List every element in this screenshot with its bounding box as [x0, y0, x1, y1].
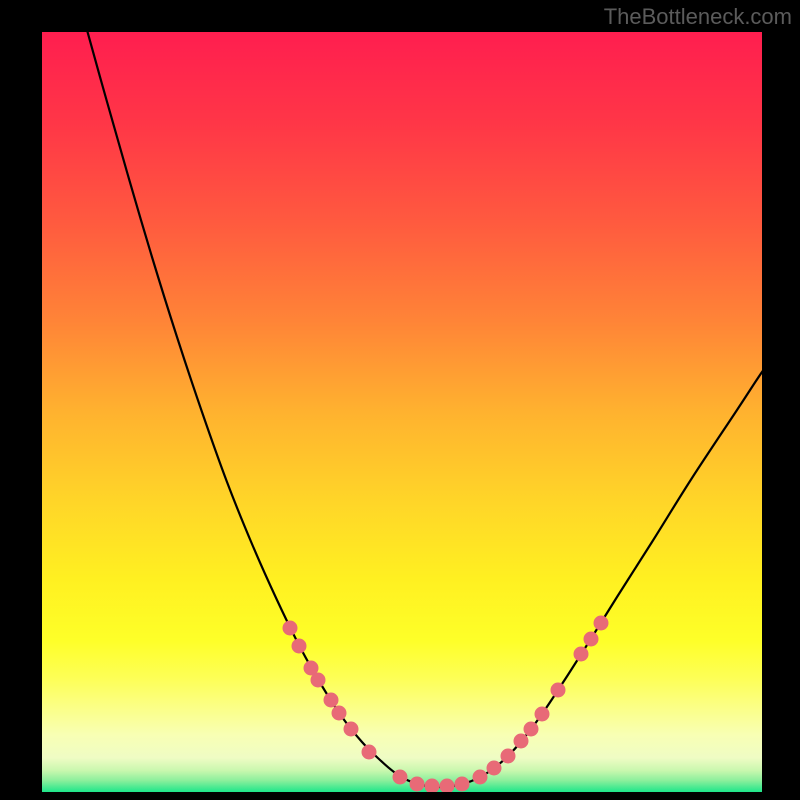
data-marker[interactable]	[292, 639, 306, 653]
data-marker[interactable]	[410, 777, 424, 791]
data-marker[interactable]	[551, 683, 565, 697]
data-marker[interactable]	[362, 745, 376, 759]
data-marker[interactable]	[535, 707, 549, 721]
data-marker[interactable]	[324, 693, 338, 707]
data-marker[interactable]	[344, 722, 358, 736]
data-marker[interactable]	[487, 761, 501, 775]
data-marker[interactable]	[501, 749, 515, 763]
gradient-background	[42, 32, 762, 792]
data-marker[interactable]	[514, 734, 528, 748]
data-marker[interactable]	[574, 647, 588, 661]
data-marker[interactable]	[311, 673, 325, 687]
data-marker[interactable]	[332, 706, 346, 720]
data-marker[interactable]	[440, 779, 454, 792]
data-marker[interactable]	[594, 616, 608, 630]
data-marker[interactable]	[455, 777, 469, 791]
attribution-text[interactable]: TheBottleneck.com	[604, 4, 792, 30]
data-marker[interactable]	[393, 770, 407, 784]
chart-plot-area	[42, 32, 762, 792]
data-marker[interactable]	[425, 779, 439, 792]
data-marker[interactable]	[283, 621, 297, 635]
data-marker[interactable]	[473, 770, 487, 784]
data-marker[interactable]	[524, 722, 538, 736]
data-marker[interactable]	[584, 632, 598, 646]
